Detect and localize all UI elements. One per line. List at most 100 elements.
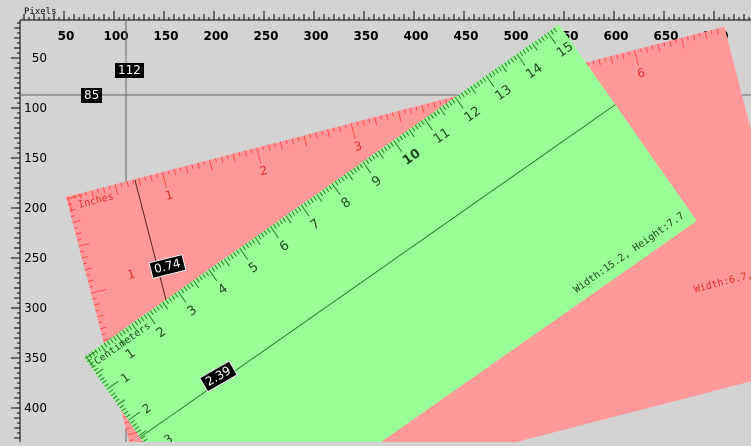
cm-tick bbox=[162, 301, 169, 310]
cm-tick bbox=[390, 142, 394, 147]
cm-tick bbox=[442, 105, 447, 111]
cm-tick bbox=[414, 124, 419, 130]
cm-tick bbox=[214, 264, 219, 270]
cm-tick bbox=[491, 70, 496, 76]
cm-tick bbox=[525, 47, 530, 52]
cm-tick bbox=[377, 150, 384, 159]
cm-side-tick bbox=[108, 389, 114, 393]
inch-side-tick bbox=[98, 321, 103, 324]
inch-tick bbox=[244, 150, 247, 157]
cm-tick bbox=[350, 170, 354, 175]
cm-tick bbox=[276, 221, 280, 227]
cm-tick bbox=[186, 284, 191, 290]
cm-tick bbox=[291, 211, 296, 216]
cm-tick bbox=[522, 49, 527, 54]
cm-tick bbox=[208, 269, 218, 282]
inch-tick bbox=[362, 120, 365, 127]
cm-side-tick bbox=[95, 368, 104, 375]
inch-tick bbox=[368, 118, 371, 123]
cm-side-tick bbox=[102, 380, 107, 384]
cm-tick bbox=[460, 92, 465, 98]
cm-tick bbox=[137, 318, 142, 324]
cm-tick bbox=[316, 193, 323, 202]
cm-side-tick bbox=[117, 399, 126, 406]
inch-tick bbox=[610, 56, 614, 65]
inch-side-tick bbox=[75, 232, 82, 235]
inch-tick bbox=[651, 45, 654, 50]
inch-tick bbox=[403, 109, 406, 114]
pixel-label-left: 200 bbox=[24, 201, 47, 215]
cm-tick bbox=[97, 346, 102, 352]
cm-tick bbox=[420, 120, 425, 126]
inch-major-label: 1 bbox=[164, 187, 175, 202]
pixel-ruler-left[interactable]: 50 100 150 200 250 300 350 400 bbox=[0, 0, 47, 442]
pixel-label-left: 50 bbox=[32, 51, 47, 65]
cm-tick bbox=[427, 116, 431, 121]
inch-tick bbox=[681, 37, 685, 49]
cm-side-tick bbox=[84, 350, 97, 360]
cm-tick bbox=[445, 103, 450, 108]
cm-tick bbox=[242, 245, 246, 251]
pixel-label-left: 100 bbox=[24, 101, 47, 115]
cm-ruler-body[interactable] bbox=[84, 24, 697, 446]
inch-side-tick bbox=[84, 267, 93, 271]
inch-side-tick bbox=[67, 203, 73, 206]
inch-tick bbox=[663, 42, 666, 47]
cm-tick bbox=[325, 187, 330, 193]
cm-tick bbox=[288, 213, 293, 218]
pixel-label-top: 300 bbox=[303, 29, 328, 43]
inch-tick bbox=[421, 104, 425, 113]
inch-tick bbox=[91, 190, 95, 199]
cm-tick bbox=[165, 299, 169, 305]
cm-tick bbox=[171, 295, 176, 300]
inch-side-tick bbox=[90, 288, 107, 294]
inch-tick bbox=[439, 100, 442, 105]
inch-side-tick bbox=[89, 285, 94, 288]
cm-side-tick bbox=[132, 423, 137, 427]
cm-tick bbox=[263, 230, 268, 236]
cm-tick bbox=[202, 273, 206, 279]
inch-tick bbox=[114, 184, 119, 196]
inch-tick bbox=[250, 149, 253, 154]
cm-tick bbox=[528, 45, 533, 50]
inch-side-tick bbox=[86, 274, 91, 277]
pixel-label-top: 200 bbox=[203, 29, 228, 43]
pixels-unit-label: Pixels bbox=[24, 7, 57, 17]
cm-tick bbox=[362, 161, 372, 174]
inch-tick bbox=[150, 175, 153, 182]
pixel-label-top: 250 bbox=[253, 29, 278, 43]
inch-tick bbox=[285, 139, 288, 145]
pixel-label-top: 600 bbox=[603, 29, 628, 43]
inch-tick bbox=[604, 57, 607, 62]
pixel-label-left: 350 bbox=[24, 351, 47, 365]
cm-tick bbox=[448, 101, 453, 106]
inch-tick bbox=[633, 49, 639, 66]
inch-tick bbox=[639, 48, 642, 53]
cm-side-tick bbox=[143, 438, 148, 443]
cm-tick bbox=[347, 172, 354, 181]
cm-side-tick bbox=[115, 398, 120, 403]
inch-side-tick bbox=[66, 194, 83, 200]
cm-tick bbox=[122, 329, 126, 335]
cm-tick bbox=[248, 241, 253, 246]
cm-tick bbox=[196, 277, 200, 283]
cm-side-tick bbox=[140, 435, 146, 440]
inch-tick bbox=[391, 112, 394, 117]
inch-tick bbox=[675, 39, 678, 44]
inch-tick bbox=[397, 110, 402, 122]
cm-tick bbox=[405, 131, 410, 136]
pixel-ruler-top[interactable]: 5010015020025030035040045050055060065070… bbox=[0, 0, 751, 43]
cm-tick bbox=[109, 338, 114, 343]
cm-tick bbox=[168, 297, 173, 303]
cm-tick bbox=[510, 57, 514, 63]
pixel-label-top: 150 bbox=[153, 29, 178, 43]
cm-tick bbox=[245, 243, 250, 249]
cm-side-tick bbox=[119, 404, 125, 409]
inch-tick bbox=[132, 179, 135, 184]
inch-tick bbox=[616, 54, 619, 59]
inch-tick bbox=[144, 176, 147, 181]
inch-tick bbox=[167, 170, 170, 175]
inch-tick bbox=[427, 103, 430, 108]
cm-side-tick bbox=[97, 373, 103, 378]
cm-tick bbox=[322, 189, 327, 195]
